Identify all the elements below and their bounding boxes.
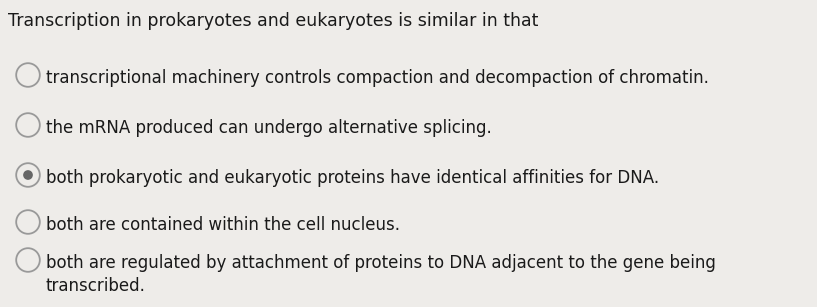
- Ellipse shape: [16, 163, 40, 187]
- Text: both prokaryotic and eukaryotic proteins have identical affinities for DNA.: both prokaryotic and eukaryotic proteins…: [46, 169, 659, 187]
- Text: the mRNA produced can undergo alternative splicing.: the mRNA produced can undergo alternativ…: [46, 119, 492, 137]
- Ellipse shape: [16, 248, 40, 272]
- Ellipse shape: [23, 170, 33, 180]
- Text: both are contained within the cell nucleus.: both are contained within the cell nucle…: [46, 216, 400, 234]
- Ellipse shape: [16, 113, 40, 137]
- Ellipse shape: [16, 210, 40, 234]
- Text: transcriptional machinery controls compaction and decompaction of chromatin.: transcriptional machinery controls compa…: [46, 69, 709, 87]
- Text: both are regulated by attachment of proteins to DNA adjacent to the gene being
t: both are regulated by attachment of prot…: [46, 254, 716, 295]
- Ellipse shape: [16, 63, 40, 87]
- Text: Transcription in prokaryotes and eukaryotes is similar in that: Transcription in prokaryotes and eukaryo…: [8, 12, 538, 30]
